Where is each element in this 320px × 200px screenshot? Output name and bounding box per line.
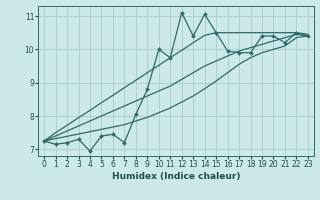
X-axis label: Humidex (Indice chaleur): Humidex (Indice chaleur) xyxy=(112,172,240,181)
